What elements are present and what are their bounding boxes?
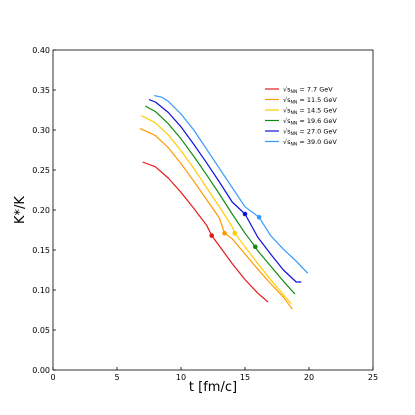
y-tick-label: 0.00: [32, 366, 50, 375]
series-marker-5: [256, 214, 262, 220]
legend: √sNN = 7.7 GeV√sNN = 11.5 GeV√sNN = 14.5…: [265, 85, 337, 147]
series-marker-1: [222, 230, 227, 236]
legend-entry: √sNN = 19.6 GeV: [283, 117, 337, 127]
legend-label: = 39.0 GeV: [297, 138, 337, 146]
series-marker-0: [209, 233, 215, 238]
x-tick-label: 25: [368, 373, 378, 382]
legend-subscript: NN: [291, 141, 298, 147]
y-tick-label: 0.20: [32, 206, 50, 215]
series-line-1: [139, 127, 293, 310]
x-axis-ticks: 0 5 10 15 20 25: [50, 367, 378, 382]
series-marker-2: [232, 230, 238, 236]
legend-sqrt-s: √s: [283, 138, 291, 146]
y-tick-label: 0.35: [32, 86, 50, 95]
y-axis-ticks: 0.00 0.05 0.10 0.15 0.20 0.25 0.30 0.35 0.40: [32, 46, 56, 375]
y-tick-label: 0.40: [32, 46, 50, 55]
series-line-2: [141, 115, 292, 304]
legend-entry: √sNN = 27.0 GeV: [283, 127, 337, 137]
y-tick-label: 0.30: [32, 126, 50, 135]
series-line-4: [148, 99, 302, 283]
legend-sqrt-s: √s: [283, 96, 291, 104]
legend-sqrt-s: √s: [283, 127, 291, 135]
legend-entry: √sNN = 39.0 GeV: [283, 138, 337, 148]
series-marker-3: [252, 244, 258, 250]
y-tick-label: 0.10: [32, 286, 50, 295]
legend-subscript: NN: [291, 120, 298, 126]
x-axis-label: t [fm/c]: [189, 380, 237, 395]
series-layer: [139, 95, 309, 310]
x-tick-label: 10: [176, 373, 186, 382]
y-tick-label: 0.05: [32, 326, 50, 335]
x-tick-label: 0: [50, 373, 55, 382]
series-line-0: [142, 161, 269, 303]
y-axis-label: K*/K: [13, 196, 28, 224]
legend-subscript: NN: [291, 99, 298, 105]
legend-subscript: NN: [291, 131, 298, 137]
x-tick-label: 5: [114, 373, 119, 382]
legend-entry: √sNN = 14.5 GeV: [283, 106, 337, 116]
plot-frame: [52, 49, 374, 371]
legend-sqrt-s: √s: [283, 85, 291, 93]
legend-label: = 19.6 GeV: [297, 117, 337, 125]
legend-subscript: NN: [291, 89, 298, 95]
series-marker-4: [242, 211, 248, 217]
series-line-3: [144, 105, 296, 295]
legend-label: = 7.7 GeV: [297, 85, 333, 93]
y-tick-label: 0.15: [32, 246, 50, 255]
series-line-5: [153, 95, 309, 274]
x-tick-label: 20: [304, 373, 314, 382]
legend-label: = 14.5 GeV: [297, 106, 337, 114]
x-tick-label: 15: [240, 373, 250, 382]
legend-label: = 11.5 GeV: [297, 96, 337, 104]
legend-entry: √sNN = 11.5 GeV: [283, 96, 337, 106]
legend-label: = 27.0 GeV: [297, 127, 337, 135]
y-tick-label: 0.25: [32, 166, 50, 175]
legend-sqrt-s: √s: [283, 106, 291, 114]
legend-sqrt-s: √s: [283, 117, 291, 125]
legend-entry: √sNN = 7.7 GeV: [283, 85, 333, 95]
legend-subscript: NN: [291, 110, 298, 116]
